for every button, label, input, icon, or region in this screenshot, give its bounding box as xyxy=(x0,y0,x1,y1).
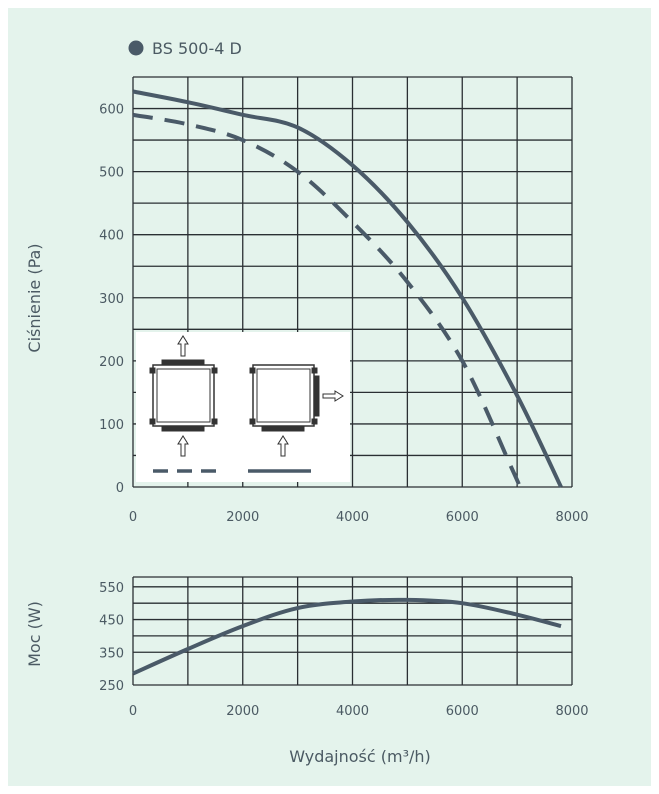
y-tick-label: 0 xyxy=(116,481,124,496)
series-line-solid xyxy=(132,89,563,488)
unit-side-outlet-icon xyxy=(249,364,344,457)
y-tick-label: 350 xyxy=(99,646,124,661)
installation-inset xyxy=(136,332,350,482)
pressure-axis-label: Ciśnienie (Pa) xyxy=(25,243,44,352)
legend-marker xyxy=(128,40,144,56)
unit-vertical-outlet-icon xyxy=(149,335,218,457)
series-line-dashed xyxy=(132,112,522,488)
x-axis-label: Wydajność (m³/h) xyxy=(289,747,431,766)
power-x-ticks: 0 2000 4000 6000 8000 xyxy=(129,704,589,719)
power-grid xyxy=(132,576,573,686)
power-series xyxy=(132,597,562,676)
x-tick-label: 6000 xyxy=(446,704,479,719)
x-tick-label: 4000 xyxy=(336,510,369,525)
y-tick-label: 500 xyxy=(99,166,124,181)
series-line-solid xyxy=(132,597,562,676)
y-tick-label: 450 xyxy=(99,614,124,629)
x-tick-label: 0 xyxy=(129,704,137,719)
y-tick-label: 200 xyxy=(99,355,124,370)
x-tick-label: 8000 xyxy=(555,704,588,719)
x-tick-label: 4000 xyxy=(336,704,369,719)
chart-panel: BS 500-4 D 0 100 200 300 400 500 600 0 2000 4000… xyxy=(8,8,651,786)
y-tick-label: 600 xyxy=(99,103,124,118)
x-tick-label: 8000 xyxy=(555,510,588,525)
x-tick-label: 0 xyxy=(129,510,137,525)
x-tick-label: 2000 xyxy=(226,510,259,525)
fan-performance-chart: BS 500-4 D 0 100 200 300 400 500 600 0 2000 4000… xyxy=(25,39,589,766)
pressure-x-ticks: 0 2000 4000 6000 8000 xyxy=(129,510,589,525)
y-tick-label: 250 xyxy=(99,679,124,694)
y-tick-label: 100 xyxy=(99,418,124,433)
pressure-y-ticks: 0 100 200 300 400 500 600 xyxy=(99,103,124,496)
x-tick-label: 6000 xyxy=(446,510,479,525)
x-tick-label: 2000 xyxy=(226,704,259,719)
legend-label: BS 500-4 D xyxy=(152,39,242,58)
y-tick-label: 550 xyxy=(99,581,124,596)
y-tick-label: 300 xyxy=(99,292,124,307)
pressure-series xyxy=(132,89,563,488)
y-tick-label: 400 xyxy=(99,229,124,244)
power-y-ticks: 250 350 450 550 xyxy=(99,581,124,694)
power-axis-label: Moc (W) xyxy=(25,601,44,667)
